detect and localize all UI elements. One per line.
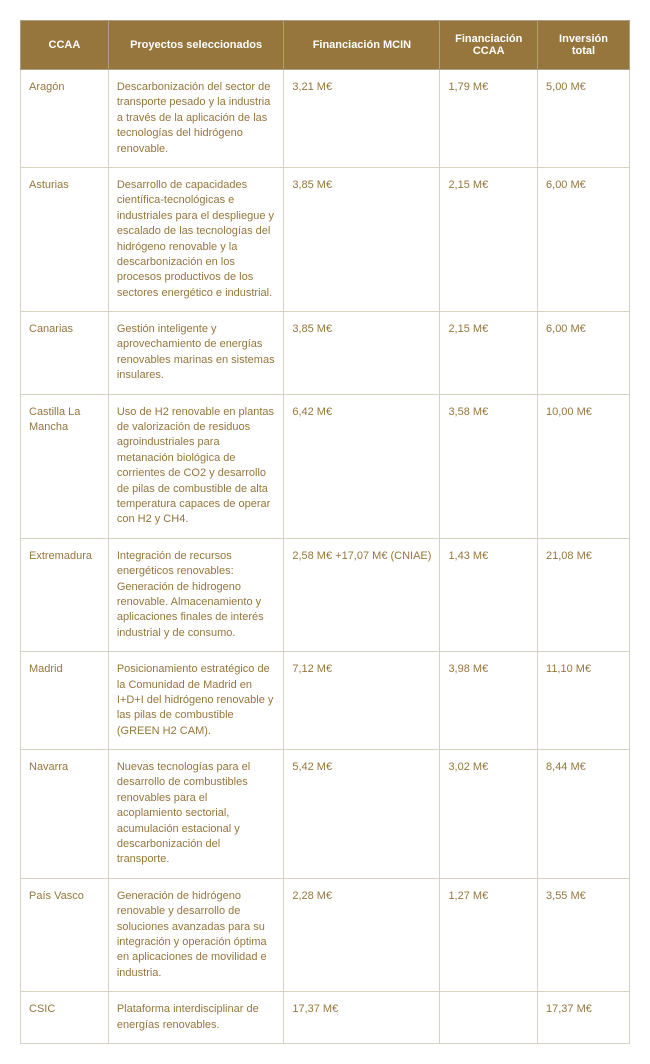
cell-mcin: 3,85 M€ <box>284 312 440 395</box>
table-header-row: CCAA Proyectos seleccionados Financiació… <box>21 21 630 70</box>
cell-proyecto: Nuevas tecnologías para el desarrollo de… <box>108 750 284 879</box>
col-header-fccaa: Financiación CCAA <box>440 21 538 70</box>
cell-fccaa: 3,02 M€ <box>440 750 538 879</box>
cell-mcin: 17,37 M€ <box>284 992 440 1044</box>
table-row: AsturiasDesarrollo de capacidades cientí… <box>21 167 630 311</box>
cell-mcin: 3,21 M€ <box>284 70 440 168</box>
cell-fccaa: 2,15 M€ <box>440 167 538 311</box>
cell-total: 17,37 M€ <box>538 992 630 1044</box>
cell-proyecto: Descarbonización del sector de transport… <box>108 70 284 168</box>
cell-total: 11,10 M€ <box>538 652 630 750</box>
cell-fccaa: 1,27 M€ <box>440 878 538 991</box>
cell-total: 21,08 M€ <box>538 538 630 651</box>
cell-mcin: 5,42 M€ <box>284 750 440 879</box>
cell-total: 5,00 M€ <box>538 70 630 168</box>
cell-ccaa: Asturias <box>21 167 109 311</box>
cell-proyecto: Integración de recursos energéticos reno… <box>108 538 284 651</box>
table-row: País VascoGeneración de hidrógeno renova… <box>21 878 630 991</box>
cell-fccaa <box>440 992 538 1044</box>
col-header-ccaa: CCAA <box>21 21 109 70</box>
cell-proyecto: Generación de hidrógeno renovable y desa… <box>108 878 284 991</box>
table-row: Castilla La ManchaUso de H2 renovable en… <box>21 394 630 538</box>
table-row: ExtremaduraIntegración de recursos energ… <box>21 538 630 651</box>
cell-fccaa: 1,43 M€ <box>440 538 538 651</box>
cell-total: 6,00 M€ <box>538 312 630 395</box>
cell-proyecto: Desarrollo de capacidades científica-tec… <box>108 167 284 311</box>
cell-proyecto: Uso de H2 renovable en plantas de valori… <box>108 394 284 538</box>
cell-proyecto: Posicionamiento estratégico de la Comuni… <box>108 652 284 750</box>
table-row: AragónDescarbonización del sector de tra… <box>21 70 630 168</box>
cell-fccaa: 2,15 M€ <box>440 312 538 395</box>
cell-ccaa: Navarra <box>21 750 109 879</box>
cell-mcin: 2,58 M€ +17,07 M€ (CNIAE) <box>284 538 440 651</box>
cell-ccaa: País Vasco <box>21 878 109 991</box>
table-row: NavarraNuevas tecnologías para el desarr… <box>21 750 630 879</box>
table-body: AragónDescarbonización del sector de tra… <box>21 70 630 1044</box>
cell-total: 10,00 M€ <box>538 394 630 538</box>
cell-total: 6,00 M€ <box>538 167 630 311</box>
cell-proyecto: Gestión inteligente y aprovechamiento de… <box>108 312 284 395</box>
cell-ccaa: Castilla La Mancha <box>21 394 109 538</box>
cell-ccaa: Aragón <box>21 70 109 168</box>
col-header-total: Inversión total <box>538 21 630 70</box>
cell-ccaa: CSIC <box>21 992 109 1044</box>
table-row: MadridPosicionamiento estratégico de la … <box>21 652 630 750</box>
col-header-mcin: Financiación MCIN <box>284 21 440 70</box>
cell-fccaa: 1,79 M€ <box>440 70 538 168</box>
cell-ccaa: Canarias <box>21 312 109 395</box>
cell-mcin: 7,12 M€ <box>284 652 440 750</box>
cell-ccaa: Extremadura <box>21 538 109 651</box>
cell-mcin: 6,42 M€ <box>284 394 440 538</box>
cell-ccaa: Madrid <box>21 652 109 750</box>
cell-total: 3,55 M€ <box>538 878 630 991</box>
cell-mcin: 2,28 M€ <box>284 878 440 991</box>
table-row: CanariasGestión inteligente y aprovecham… <box>21 312 630 395</box>
col-header-proyectos: Proyectos seleccionados <box>108 21 284 70</box>
cell-proyecto: Plataforma interdisciplinar de energías … <box>108 992 284 1044</box>
table-row: CSICPlataforma interdisciplinar de energ… <box>21 992 630 1044</box>
cell-fccaa: 3,58 M€ <box>440 394 538 538</box>
cell-total: 8,44 M€ <box>538 750 630 879</box>
funding-table: CCAA Proyectos seleccionados Financiació… <box>20 20 630 1044</box>
cell-mcin: 3,85 M€ <box>284 167 440 311</box>
cell-fccaa: 3,98 M€ <box>440 652 538 750</box>
